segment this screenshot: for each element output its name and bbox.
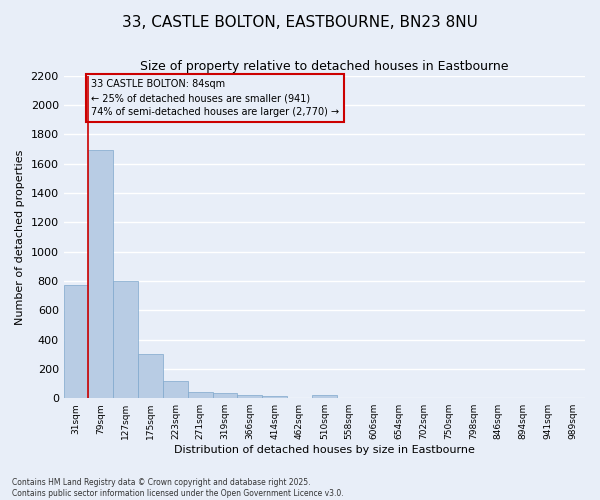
Bar xyxy=(262,396,287,398)
Text: 33 CASTLE BOLTON: 84sqm
← 25% of detached houses are smaller (941)
74% of semi-d: 33 CASTLE BOLTON: 84sqm ← 25% of detache… xyxy=(91,79,339,117)
Bar xyxy=(238,394,262,398)
Bar xyxy=(312,396,337,398)
Text: 33, CASTLE BOLTON, EASTBOURNE, BN23 8NU: 33, CASTLE BOLTON, EASTBOURNE, BN23 8NU xyxy=(122,15,478,30)
Bar xyxy=(188,392,212,398)
Bar xyxy=(163,380,188,398)
Y-axis label: Number of detached properties: Number of detached properties xyxy=(15,149,25,324)
Bar xyxy=(88,150,113,398)
Text: Contains HM Land Registry data © Crown copyright and database right 2025.
Contai: Contains HM Land Registry data © Crown c… xyxy=(12,478,344,498)
X-axis label: Distribution of detached houses by size in Eastbourne: Distribution of detached houses by size … xyxy=(174,445,475,455)
Bar xyxy=(212,393,238,398)
Bar xyxy=(64,286,88,398)
Bar xyxy=(138,354,163,398)
Bar xyxy=(113,281,138,398)
Title: Size of property relative to detached houses in Eastbourne: Size of property relative to detached ho… xyxy=(140,60,509,73)
